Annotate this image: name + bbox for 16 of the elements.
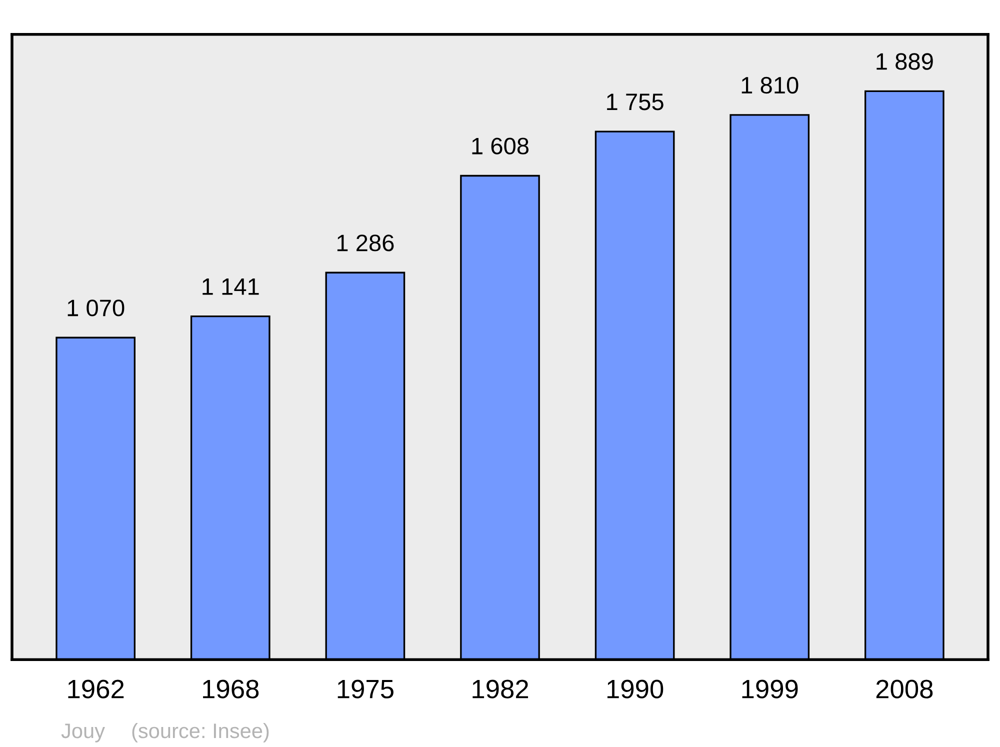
data-label: 1 889 bbox=[876, 53, 933, 70]
x-tick-label: 1999 bbox=[742, 680, 798, 698]
x-tick-label: 1975 bbox=[338, 680, 394, 698]
text: (source: Insee) bbox=[132, 722, 269, 742]
text: Jouy bbox=[61, 724, 105, 742]
data-label: 1 141 bbox=[202, 278, 259, 295]
data-label: 1 070 bbox=[68, 300, 124, 316]
data-label: 1 608 bbox=[472, 138, 529, 154]
x-tick-label: 1982 bbox=[472, 680, 528, 698]
x-tick-label: 2008 bbox=[876, 680, 933, 698]
x-tick-label: 1962 bbox=[68, 680, 124, 698]
data-label: 1 286 bbox=[337, 234, 394, 252]
data-label: 1 810 bbox=[742, 76, 798, 94]
x-tick-label: 1968 bbox=[203, 680, 259, 698]
data-label: 1 755 bbox=[607, 94, 664, 110]
x-tick-label: 1990 bbox=[607, 680, 664, 698]
